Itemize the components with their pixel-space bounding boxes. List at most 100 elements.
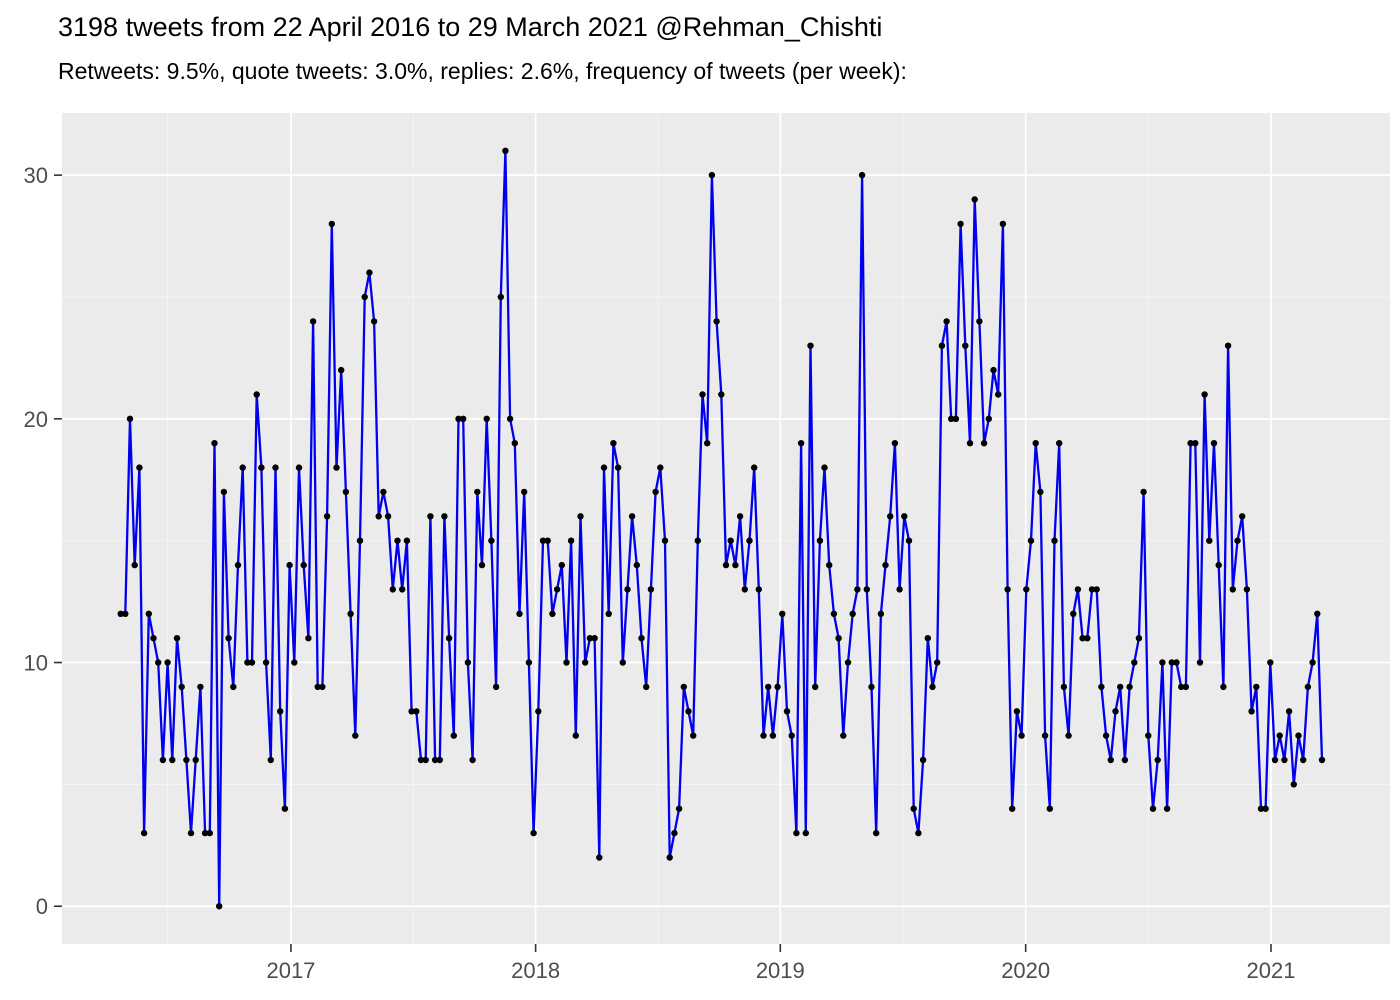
data-point [1182, 683, 1190, 691]
data-point [741, 586, 748, 593]
axis-tick-marks [54, 174, 1272, 952]
data-point [478, 561, 486, 569]
x-tick-label: 2020 [1001, 958, 1050, 983]
data-point [1173, 659, 1180, 666]
data-point [1234, 537, 1241, 544]
data-point [1243, 586, 1251, 593]
data-point [1065, 732, 1072, 739]
data-point [858, 171, 866, 179]
data-point [338, 366, 345, 374]
x-axis-labels: 2017 2018 2019 2020 2021 [266, 958, 1295, 983]
data-point [267, 756, 274, 764]
data-point [586, 635, 594, 642]
data-point [1215, 561, 1222, 569]
data-point [1041, 732, 1049, 739]
data-point [525, 659, 533, 666]
data-point [1295, 732, 1302, 739]
data-point [807, 342, 814, 349]
data-point [952, 415, 960, 422]
data-point [821, 464, 828, 471]
data-points [117, 147, 1326, 910]
data-point [1187, 440, 1194, 447]
data-point [1009, 805, 1016, 812]
data-point [314, 683, 321, 691]
data-point [1060, 683, 1068, 691]
data-point [342, 488, 350, 496]
data-point [460, 415, 467, 422]
data-point [1168, 659, 1176, 666]
data-point [793, 829, 800, 837]
data-point [187, 829, 195, 837]
data-point [1196, 659, 1204, 666]
data-point [422, 756, 429, 764]
data-point [230, 683, 237, 691]
data-point [384, 513, 392, 520]
data-point [497, 293, 504, 301]
data-point [657, 464, 664, 471]
data-point [624, 586, 631, 593]
data-point [1271, 756, 1279, 764]
data-point [234, 561, 242, 569]
data-point [1032, 440, 1039, 447]
data-point [1126, 683, 1133, 691]
data-point [614, 464, 622, 471]
data-point [511, 440, 518, 447]
data-point [755, 586, 762, 593]
data-point [464, 659, 472, 666]
data-point [685, 708, 692, 715]
data-point [488, 537, 495, 544]
data-point [938, 342, 946, 349]
data-point [863, 586, 870, 593]
data-point [539, 537, 547, 544]
data-point [666, 854, 673, 861]
data-point [643, 683, 650, 691]
data-point [971, 196, 978, 203]
data-point [1084, 635, 1091, 642]
data-point [370, 318, 378, 325]
data-point [1281, 756, 1288, 764]
data-point [328, 220, 335, 228]
data-point [469, 756, 476, 764]
data-point [403, 537, 411, 544]
data-point [779, 610, 786, 617]
data-point [1027, 537, 1035, 544]
data-point [816, 537, 824, 544]
x-tick-label: 2019 [756, 958, 805, 983]
data-point [286, 561, 293, 569]
data-point [628, 513, 636, 520]
data-point [919, 756, 927, 764]
data-point [713, 318, 720, 325]
data-point [530, 829, 537, 837]
data-point [788, 732, 795, 739]
data-point [891, 440, 899, 447]
y-tick-label: 10 [24, 651, 48, 676]
data-point [441, 513, 448, 520]
data-point [563, 659, 570, 666]
data-point [1145, 732, 1152, 739]
data-point [591, 635, 598, 642]
data-point [1290, 781, 1298, 788]
data-point [638, 635, 645, 642]
data-point [309, 318, 317, 325]
x-tick-label: 2017 [266, 958, 315, 983]
data-point [680, 683, 687, 691]
data-point [216, 903, 223, 910]
data-point [1248, 708, 1255, 715]
data-point [553, 586, 561, 593]
data-point [708, 171, 716, 179]
data-point [1220, 683, 1227, 691]
data-point [277, 708, 284, 715]
data-point [492, 683, 500, 691]
data-point [1004, 586, 1011, 593]
data-point [450, 732, 457, 739]
data-point [1131, 659, 1138, 666]
y-tick-label: 30 [24, 163, 48, 188]
data-point [751, 464, 758, 471]
data-point [1117, 683, 1124, 691]
data-point [882, 561, 889, 569]
data-point [413, 708, 420, 715]
data-point [521, 488, 528, 496]
data-point [201, 829, 209, 837]
data-point [985, 415, 992, 422]
